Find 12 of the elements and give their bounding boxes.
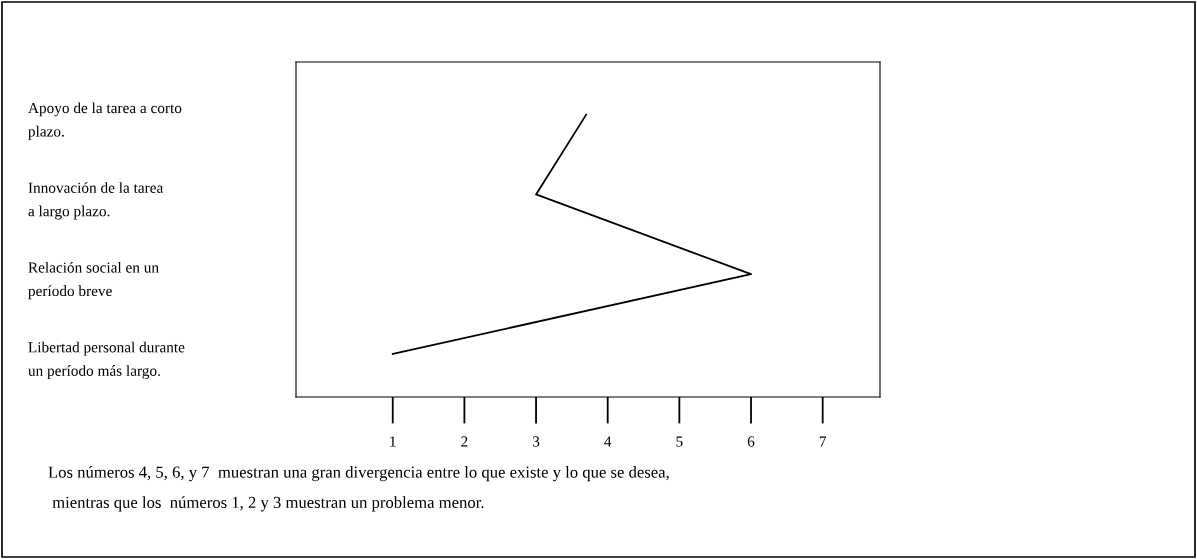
y-tick-label: Relación social en un período breve bbox=[28, 261, 159, 300]
x-tick-label: 3 bbox=[532, 436, 540, 447]
text: Los números 4, 5, 6, y 7 muestran una gran divergencia entre lo que existe y lo que se desea, mientras que los números 1, 2 y 3 muestran un problema menor. bbox=[48, 466, 669, 512]
y-tick-label: Libertad personal durante un período más largo. bbox=[28, 341, 185, 380]
x-tick-label: 5 bbox=[676, 436, 683, 447]
x-tick-label: 1 bbox=[390, 436, 396, 447]
x-tick-label: 7 bbox=[819, 436, 827, 447]
x-tick-label: 4 bbox=[604, 436, 612, 447]
y-tick-label: Apoyo de la tarea a corto plazo. bbox=[28, 102, 182, 140]
x-tick-label: 2 bbox=[461, 436, 468, 447]
y-tick-label: Innovación de la tarea a largo plazo. bbox=[28, 182, 164, 220]
x-tick-label: 6 bbox=[747, 436, 755, 447]
